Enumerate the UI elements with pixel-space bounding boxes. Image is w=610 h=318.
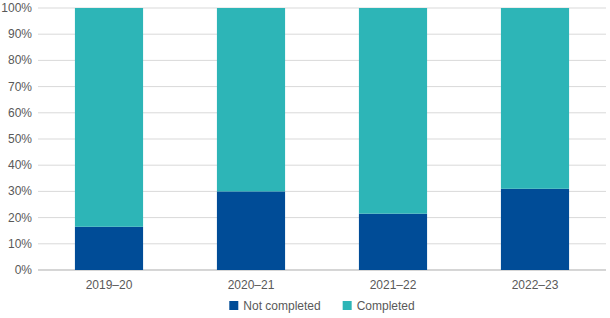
y-tick-label: 100%	[1, 1, 32, 15]
bar-segment	[359, 214, 427, 270]
bar-segment	[359, 8, 427, 214]
legend-label: Not completed	[243, 299, 320, 313]
x-tick-label: 2022–23	[512, 278, 559, 292]
y-tick-label: 60%	[8, 106, 32, 120]
bar-segment	[75, 227, 143, 270]
legend-label: Completed	[357, 299, 415, 313]
y-tick-label: 70%	[8, 80, 32, 94]
y-tick-label: 20%	[8, 211, 32, 225]
y-tick-label: 50%	[8, 132, 32, 146]
chart: 0% 10% 20% 30% 40% 50% 60% 70% 80% 90% 100% 2019–20…	[0, 0, 610, 318]
x-tick-label: 2019–20	[86, 278, 133, 292]
bar-segment	[501, 8, 569, 189]
y-tick-label: 40%	[8, 158, 32, 172]
bar-segment	[75, 8, 143, 227]
x-tick-label: 2020–21	[228, 278, 275, 292]
y-tick-label: 80%	[8, 53, 32, 67]
y-tick-label: 0%	[15, 263, 33, 277]
bars	[75, 8, 569, 270]
y-tick-label: 10%	[8, 237, 32, 251]
legend: Not completed Completed	[229, 299, 414, 313]
bar-segment	[217, 191, 285, 270]
bar-segment	[217, 8, 285, 191]
legend-swatch	[343, 301, 352, 310]
y-tick-label: 90%	[8, 27, 32, 41]
bar-segment	[501, 189, 569, 270]
y-tick-label: 30%	[8, 184, 32, 198]
x-tick-label: 2021–22	[370, 278, 417, 292]
legend-swatch	[229, 301, 238, 310]
